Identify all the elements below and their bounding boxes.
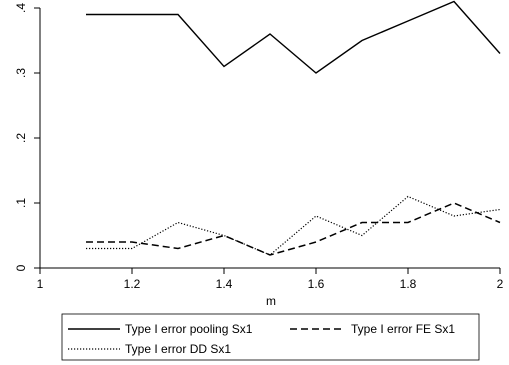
x-tick-label: 1.2 bbox=[124, 277, 141, 291]
x-tick-label: 2 bbox=[497, 277, 504, 291]
x-tick-label: 1.8 bbox=[400, 277, 417, 291]
x-tick-label: 1 bbox=[37, 277, 44, 291]
legend-label-2: Type I error DD Sx1 bbox=[125, 342, 231, 356]
y-tick-label: .1 bbox=[14, 198, 28, 208]
series-line-2 bbox=[86, 195, 501, 256]
x-axis-label: m bbox=[266, 294, 276, 308]
y-tick-label: .2 bbox=[14, 133, 28, 143]
legend-label-0: Type I error pooling Sx1 bbox=[125, 322, 253, 336]
legend-box bbox=[61, 313, 480, 361]
plot-area bbox=[86, 0, 501, 256]
legend-label-1: Type I error FE Sx1 bbox=[351, 322, 455, 336]
x-tick-label: 1.6 bbox=[308, 277, 325, 291]
axes: 1 1.2 1.4 1.6 1.8 2 0 .1 .2 .3 .4 bbox=[14, 3, 504, 291]
y-tick-label: .4 bbox=[14, 3, 28, 13]
legend: Type I error pooling Sx1 Type I error FE … bbox=[61, 313, 480, 361]
x-tick-label: 1.4 bbox=[216, 277, 233, 291]
series-line-0 bbox=[86, 0, 501, 74]
y-tick-label: 0 bbox=[14, 264, 28, 271]
series-line-1 bbox=[86, 202, 501, 256]
y-tick-label: .3 bbox=[14, 68, 28, 78]
